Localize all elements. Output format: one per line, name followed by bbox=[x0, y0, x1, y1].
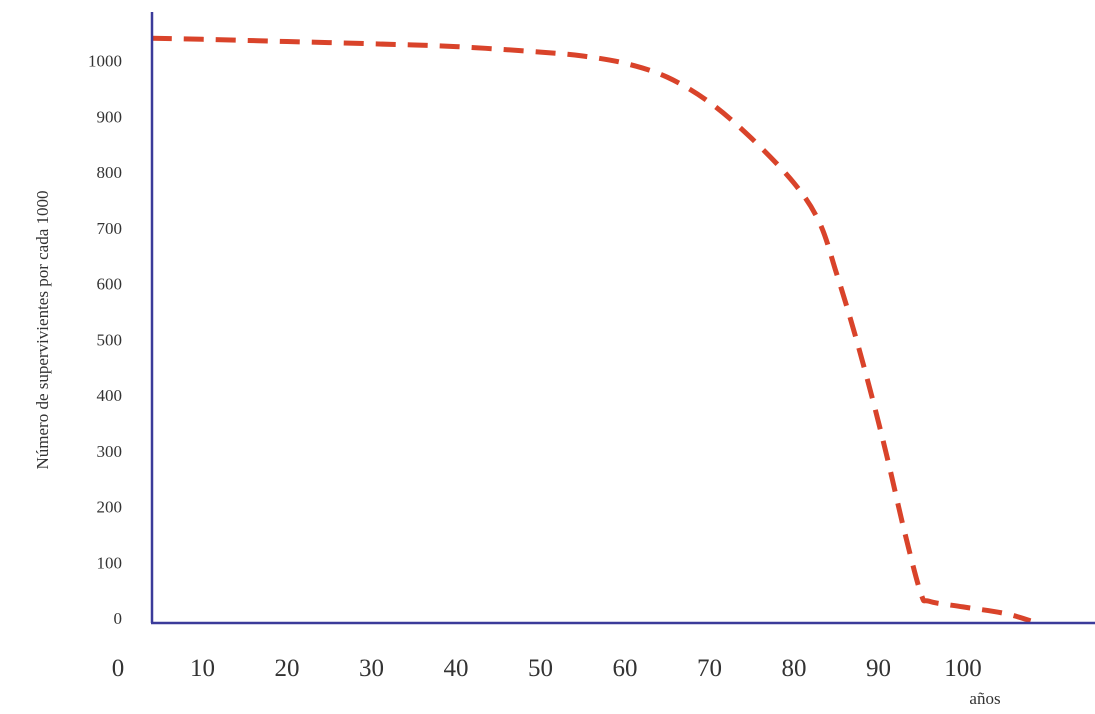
x-tick-label: 70 bbox=[697, 655, 722, 682]
x-tick-label: 0 bbox=[112, 655, 125, 682]
y-tick-label: 0 bbox=[114, 609, 123, 628]
x-axis-label: años bbox=[969, 689, 1000, 708]
x-tick-label: 90 bbox=[866, 655, 891, 682]
x-tick-label: 50 bbox=[528, 655, 553, 682]
y-axis-label: Número de supervivientes por cada 1000 bbox=[33, 191, 52, 470]
y-tick-label: 800 bbox=[97, 163, 123, 182]
x-tick-label: 20 bbox=[275, 655, 300, 682]
x-axis-ticks: 0 10 20 30 40 50 60 70 80 90 100 bbox=[112, 655, 982, 682]
y-tick-label: 200 bbox=[97, 498, 123, 517]
survival-curve bbox=[151, 35, 1032, 624]
x-tick-label: 60 bbox=[613, 655, 638, 682]
y-tick-label: 400 bbox=[97, 386, 123, 405]
x-tick-label: 30 bbox=[359, 655, 384, 682]
y-tick-label: 600 bbox=[97, 275, 123, 294]
y-tick-label: 900 bbox=[97, 107, 123, 126]
y-tick-label: 500 bbox=[97, 330, 123, 349]
y-axis-ticks: 0 100 200 300 400 500 600 700 800 900 1000 bbox=[88, 52, 122, 629]
x-tick-label: 40 bbox=[444, 655, 469, 682]
x-tick-label: 80 bbox=[782, 655, 807, 682]
y-tick-label: 100 bbox=[97, 553, 123, 572]
y-tick-label: 1000 bbox=[88, 52, 122, 71]
x-tick-label: 10 bbox=[190, 655, 215, 682]
y-tick-label: 700 bbox=[97, 219, 123, 238]
x-tick-label: 100 bbox=[944, 655, 982, 682]
y-tick-label: 300 bbox=[97, 442, 123, 461]
